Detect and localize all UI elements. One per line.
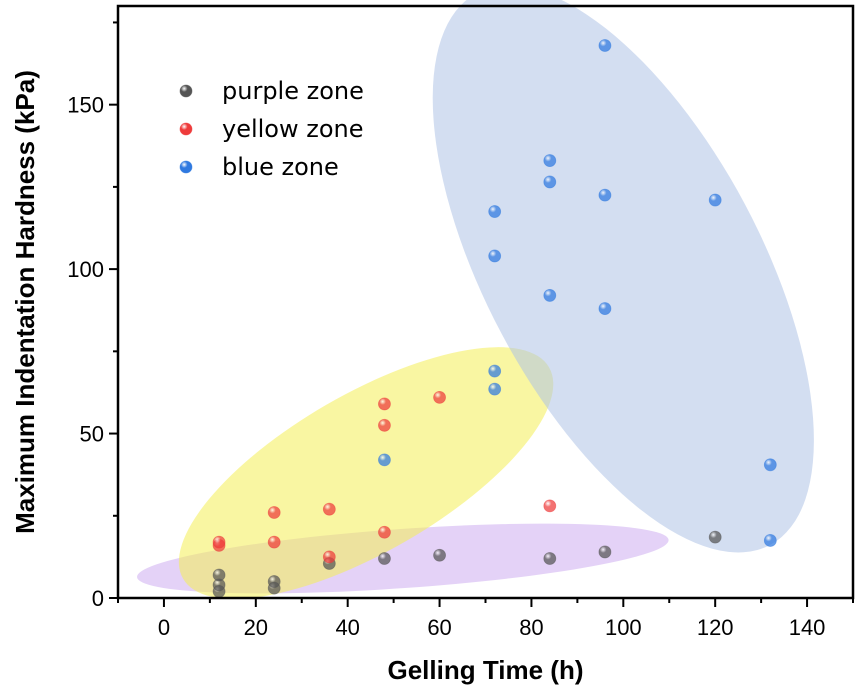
- x-tick-label: 60: [427, 615, 451, 640]
- points-layer: [212, 39, 777, 598]
- data-point-0-9: [598, 545, 612, 559]
- data-point-2-2: [488, 364, 502, 378]
- data-point-2-8: [598, 302, 612, 315]
- legend-marker: [179, 84, 193, 98]
- data-point-0-7: [433, 548, 446, 562]
- y-tick-label: 100: [67, 257, 104, 282]
- x-tick-label: 40: [335, 615, 359, 640]
- x-tick-label: 120: [697, 615, 734, 640]
- legend-label: yellow zone: [222, 115, 364, 143]
- data-point-2-3: [488, 249, 502, 263]
- data-point-2-1: [488, 382, 502, 396]
- data-point-2-12: [763, 458, 777, 472]
- data-point-2-10: [598, 39, 612, 52]
- data-point-1-5: [322, 502, 336, 516]
- ticks-layer: 0 20 40 60 80 100 120 140 0 50 100 150: [67, 21, 854, 640]
- legend-marker: [179, 160, 193, 174]
- data-point-1-7: [378, 418, 391, 432]
- x-tick-label: 140: [789, 615, 826, 640]
- data-point-0-2: [212, 568, 226, 582]
- data-point-1-9: [433, 390, 446, 404]
- x-tick-label: 100: [605, 615, 642, 640]
- data-point-0-4: [267, 575, 281, 588]
- y-tick-label: 0: [92, 586, 104, 611]
- data-point-2-6: [543, 175, 557, 189]
- x-tick-label: 20: [244, 615, 268, 640]
- data-point-2-9: [598, 188, 612, 202]
- data-point-2-0: [378, 453, 391, 467]
- data-point-2-7: [543, 154, 557, 167]
- y-axis-title: Maximum Indentation Hardness (kPa): [10, 70, 40, 534]
- data-point-2-4: [488, 205, 502, 218]
- y-tick-label: 150: [67, 93, 104, 118]
- data-point-2-5: [543, 289, 557, 302]
- y-tick-label: 50: [80, 422, 104, 447]
- x-tick-label: 80: [519, 615, 543, 640]
- data-point-2-11: [708, 193, 722, 207]
- data-point-0-8: [543, 552, 557, 565]
- x-tick-label: 0: [158, 615, 170, 640]
- data-point-2-13: [763, 534, 777, 547]
- legend: purple zone yellow zone blue zone: [179, 77, 364, 181]
- legend-label: purple zone: [222, 77, 364, 105]
- legend-label: blue zone: [222, 153, 339, 181]
- data-point-1-4: [322, 550, 336, 564]
- data-point-1-10: [543, 499, 557, 513]
- data-point-1-1: [212, 535, 226, 549]
- legend-marker: [179, 122, 193, 136]
- data-point-1-3: [267, 506, 281, 519]
- data-point-0-10: [708, 530, 722, 544]
- x-axis-title: Gelling Time (h): [388, 655, 584, 685]
- data-point-1-2: [267, 535, 281, 549]
- data-point-1-6: [378, 525, 391, 539]
- data-point-1-8: [378, 397, 391, 411]
- zone-ellipse-2: [432, 0, 814, 553]
- data-point-0-6: [378, 552, 391, 565]
